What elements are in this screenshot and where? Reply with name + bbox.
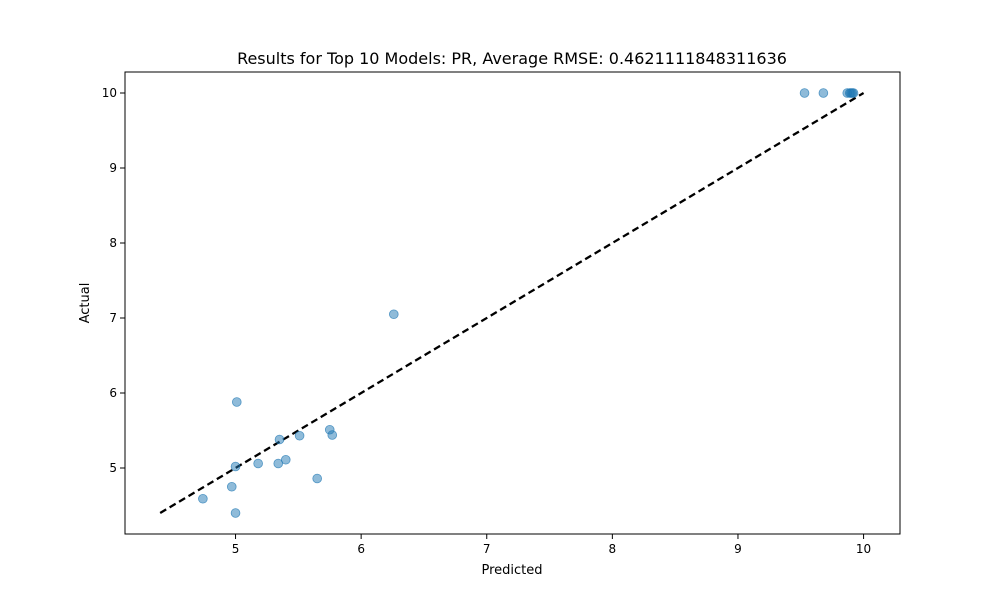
scatter-point [231, 397, 242, 407]
y-tick-label: 10 [102, 86, 117, 100]
chart-title: Results for Top 10 Models: PR, Average R… [237, 49, 787, 68]
y-tick-label: 8 [109, 236, 117, 250]
scatter-point [280, 454, 291, 465]
scatter-point [294, 430, 305, 441]
scatter-point [273, 458, 284, 469]
y-tick-label: 9 [109, 161, 117, 175]
x-tick-label: 10 [856, 542, 871, 556]
x-axis: 5 6 7 8 9 10 [232, 534, 871, 556]
y-axis-label: Actual [78, 283, 93, 324]
scatter-point [799, 88, 810, 98]
scatter-point [198, 493, 208, 504]
scatter-point [230, 508, 241, 518]
x-tick-label: 9 [734, 542, 742, 556]
x-tick-label: 8 [609, 542, 617, 556]
scatter-point [230, 461, 241, 472]
x-axis-label: Predicted [481, 563, 542, 578]
y-axis: 5 6 7 8 9 10 [102, 86, 125, 475]
scatter-point [253, 458, 263, 469]
scatter-point [848, 88, 859, 98]
plot-frame [124, 71, 901, 535]
x-tick-label: 6 [357, 542, 365, 556]
y-tick-label: 6 [109, 386, 117, 400]
y-tick-label: 5 [109, 461, 117, 475]
scatter-point [312, 473, 322, 484]
scatter-point [327, 430, 338, 440]
scatter-point [274, 434, 285, 445]
scatter-point [389, 309, 399, 320]
x-tick-label: 7 [483, 542, 491, 556]
scatter-point [818, 88, 829, 98]
x-tick-label: 5 [232, 542, 240, 556]
y-tick-label: 7 [109, 311, 117, 325]
plot-layer [159, 88, 865, 518]
scatter-point [226, 481, 237, 492]
